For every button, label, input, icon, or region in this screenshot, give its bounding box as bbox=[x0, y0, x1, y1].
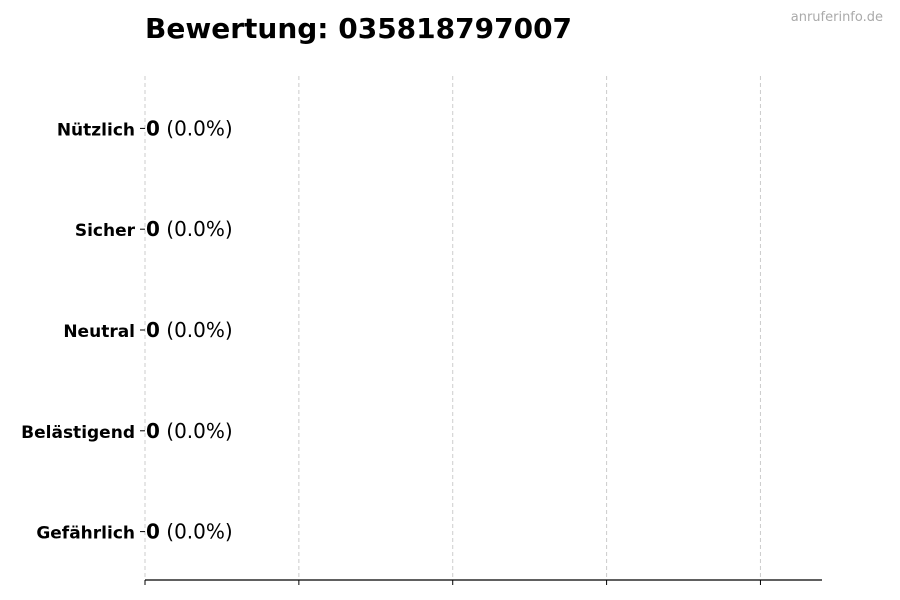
y-tick-label: Gefährlich bbox=[36, 524, 135, 544]
data-label: 0 (0.0%) bbox=[146, 217, 233, 241]
data-label: 0 (0.0%) bbox=[146, 520, 233, 544]
y-tick-label: Neutral bbox=[63, 322, 135, 342]
data-label-percent: (0.0%) bbox=[160, 217, 233, 241]
data-label: 0 (0.0%) bbox=[146, 318, 233, 342]
data-label-percent: (0.0%) bbox=[160, 116, 233, 140]
data-label: 0 (0.0%) bbox=[146, 419, 233, 443]
y-tick-label: Nützlich bbox=[57, 120, 135, 140]
data-label-count: 0 bbox=[146, 116, 160, 140]
data-label-percent: (0.0%) bbox=[160, 520, 233, 544]
chart-title: Bewertung: 035818797007 bbox=[145, 12, 573, 45]
data-label-percent: (0.0%) bbox=[160, 419, 233, 443]
y-tick-label: Sicher bbox=[75, 221, 136, 241]
data-label-count: 0 bbox=[146, 217, 160, 241]
data-label: 0 (0.0%) bbox=[146, 116, 233, 140]
data-label-percent: (0.0%) bbox=[160, 318, 233, 342]
y-tick-label: Belästigend bbox=[21, 423, 135, 443]
data-label-count: 0 bbox=[146, 419, 160, 443]
data-label-count: 0 bbox=[146, 318, 160, 342]
data-label-count: 0 bbox=[146, 520, 160, 544]
watermark: anruferinfo.de bbox=[790, 10, 883, 25]
